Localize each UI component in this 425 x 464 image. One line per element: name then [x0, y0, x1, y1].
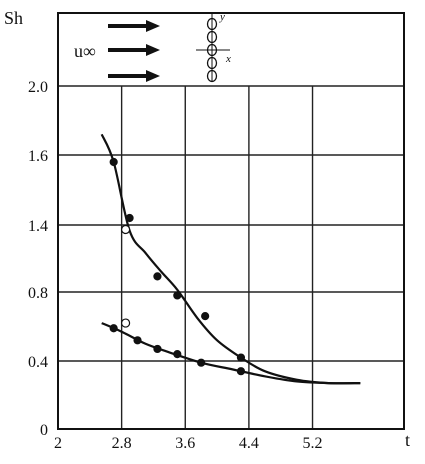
cylinder-marker — [206, 69, 218, 83]
filled-point — [201, 312, 210, 321]
x-tick-label: 5.2 — [303, 435, 323, 452]
fit-curves — [100, 133, 361, 385]
filled-point — [153, 344, 162, 354]
filled-point — [109, 324, 118, 333]
data-points — [109, 157, 246, 376]
filled-point — [125, 213, 134, 223]
flow-arrow-head — [146, 70, 160, 82]
grid — [58, 85, 404, 429]
y-tick-label: 0 — [40, 422, 48, 439]
filled-point — [173, 350, 182, 359]
x-tick-label: 4.4 — [239, 435, 259, 452]
y-tick-label: 0.4 — [28, 354, 48, 371]
flow-arrow-head — [146, 20, 160, 32]
open-point — [121, 224, 131, 235]
open-point — [121, 318, 131, 328]
x-tick-label: 2.8 — [112, 435, 132, 452]
y-tick-label: 2.0 — [28, 79, 48, 96]
x-tick-label: 3.6 — [175, 435, 195, 452]
fit-curve-2 — [101, 322, 361, 385]
x-axis-label: t — [405, 430, 410, 450]
cylinder-marker — [206, 30, 218, 44]
inset-x-label: x — [225, 53, 231, 65]
filled-point — [197, 358, 206, 367]
x-tick-label: 2 — [54, 435, 62, 452]
y-tick-label: 1.6 — [28, 148, 48, 165]
inset-panel: u∞ y x — [74, 11, 231, 83]
inset-y-label: y — [219, 11, 225, 23]
filled-point — [109, 157, 118, 167]
flow-arrow-head — [146, 44, 160, 56]
filled-point — [236, 353, 246, 362]
cylinder-marker — [206, 17, 218, 31]
plot-frame — [57, 12, 405, 430]
y-axis-label: Sh — [4, 8, 23, 28]
y-tick-label: 0.8 — [28, 285, 48, 302]
tick-labels: 2 2.8 3.6 4.4 5.2 0 0.4 0.8 1.4 1.6 2.0 — [28, 79, 323, 452]
cylinder-marker — [206, 56, 218, 70]
fit-curve-1 — [100, 133, 361, 385]
filled-point — [236, 367, 246, 376]
filled-point — [173, 291, 182, 300]
filled-point — [133, 336, 142, 345]
plot-border — [57, 12, 405, 430]
flow-velocity-label: u∞ — [74, 41, 96, 61]
y-tick-label: 1.4 — [28, 218, 48, 235]
filled-point — [153, 272, 162, 281]
cylinder-marker — [206, 43, 218, 57]
